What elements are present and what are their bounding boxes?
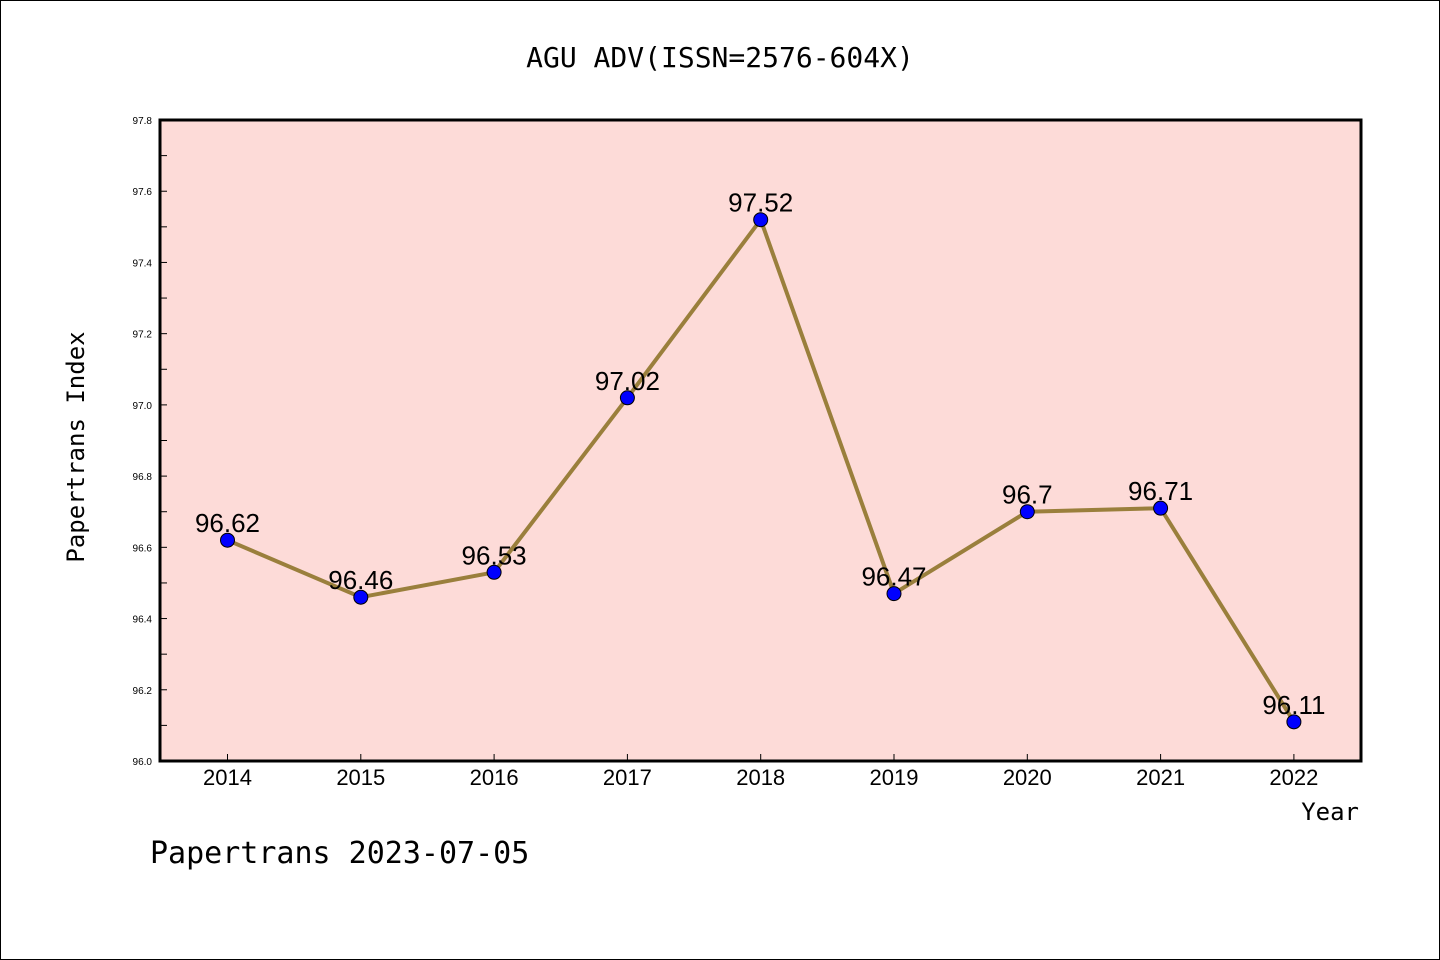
x-tick-label: 2014 — [203, 765, 252, 790]
footer-text: Papertrans 2023-07-05 — [150, 836, 529, 871]
x-tick-label: 2020 — [1003, 765, 1052, 790]
y-tick-label: 97.0 — [133, 401, 153, 412]
chart-title: AGU ADV(ISSN=2576-604X) — [526, 41, 914, 74]
x-tick-label: 2019 — [870, 765, 919, 790]
x-axis: 2014 2015 2016 2017 2018 2019 2020 2021 2022 — [203, 754, 1318, 790]
data-labels: 96.62 96.46 96.53 97.02 97.52 96.47 96.7 96.71 9… — [195, 188, 1326, 720]
y-tick-label: 96.6 — [133, 543, 153, 554]
data-label: 96.46 — [328, 565, 393, 595]
data-point — [486, 564, 502, 580]
data-label: 96.11 — [1262, 690, 1325, 720]
y-tick-label: 96.4 — [133, 615, 153, 626]
plot-border — [158, 118, 1363, 763]
data-point — [619, 390, 635, 406]
data-label: 96.47 — [861, 562, 926, 592]
data-point — [1019, 504, 1035, 520]
data-point — [1286, 714, 1302, 730]
data-points — [220, 212, 1302, 730]
data-label: 97.02 — [595, 366, 660, 396]
x-tick-label: 2022 — [1269, 765, 1318, 790]
x-tick-label: 2021 — [1136, 765, 1185, 790]
x-tick-label: 2016 — [470, 765, 519, 790]
x-tick-label: 2015 — [336, 765, 385, 790]
y-tick-label: 97.4 — [133, 258, 153, 269]
y-tick-label: 96.0 — [133, 757, 153, 768]
data-point — [753, 212, 769, 228]
data-label: 96.7 — [1002, 480, 1053, 510]
data-point — [1153, 500, 1169, 516]
x-tick-label: 2018 — [736, 765, 785, 790]
data-label: 96.71 — [1128, 476, 1193, 506]
y-tick-label: 96.2 — [133, 686, 153, 697]
data-point — [353, 589, 369, 605]
y-tick-label: 97.6 — [133, 187, 153, 198]
data-point — [220, 532, 235, 548]
y-axis-label: Papertrans Index — [62, 331, 90, 562]
data-label: 97.52 — [728, 188, 793, 218]
y-tick-label: 97.8 — [133, 116, 153, 127]
data-label: 96.62 — [195, 508, 260, 538]
data-point — [886, 586, 902, 602]
x-axis-label: Year — [1301, 798, 1359, 826]
y-tick-label: 96.8 — [133, 472, 153, 483]
data-label: 96.53 — [462, 540, 527, 570]
x-tick-label: 2017 — [603, 765, 652, 790]
y-tick-label: 97.2 — [133, 330, 153, 341]
